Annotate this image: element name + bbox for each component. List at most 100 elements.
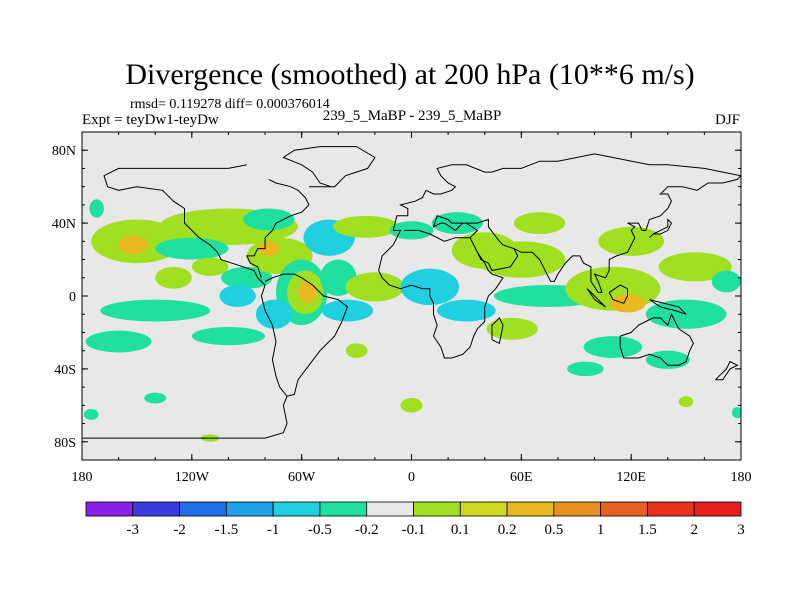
colorbar-label: -1 — [267, 522, 280, 538]
y-tick-label: 80N — [52, 144, 76, 159]
expt-text: Expt = teyDw1-teyDw — [82, 112, 219, 128]
colorbar-swatch — [272, 501, 321, 517]
colorbar-label: -0.1 — [402, 522, 426, 538]
colorbar-label: -0.2 — [355, 522, 379, 538]
contour-region-orange — [298, 281, 317, 304]
colorbar-swatch — [693, 501, 742, 517]
contour-region-yellow — [155, 266, 192, 289]
colorbar-label: 0.5 — [544, 522, 563, 538]
coastline-middle-east — [432, 215, 519, 272]
contour-region-green — [645, 350, 690, 369]
contour-region-green — [191, 326, 266, 346]
divergence-field — [82, 146, 741, 460]
contour-region-yellow — [400, 398, 423, 413]
colorbar-swatch — [132, 501, 180, 517]
coastline-eurasia-north — [392, 153, 741, 231]
x-tick-label: 180 — [731, 470, 752, 485]
case-text: 239_5_MaBP - 239_5_MaBP — [323, 108, 502, 124]
x-tick-label: 180 — [72, 470, 93, 485]
y-tick-label: 0 — [69, 290, 76, 305]
contour-region-green — [711, 270, 741, 293]
contour-region-cyan — [219, 285, 256, 307]
coastline-new-guinea — [649, 299, 687, 315]
colorbar-label: 1 — [597, 522, 605, 538]
colorbar-label: -1.5 — [214, 522, 238, 538]
contour-region-cyan — [321, 299, 374, 322]
y-tick-label: 40S — [54, 363, 76, 378]
contour-region-green — [155, 237, 229, 260]
contour-region-yellow — [345, 343, 368, 358]
x-tick-label: 120W — [175, 470, 210, 485]
contour-region-green — [85, 330, 152, 353]
season-label: DJF — [715, 112, 740, 128]
colorbar-swatch — [366, 501, 414, 517]
contour-region-green — [583, 336, 643, 358]
x-tick-label: 120E — [616, 470, 646, 485]
contour-region-green — [83, 408, 99, 420]
coastline-africa — [378, 229, 504, 359]
x-tick-label: 0 — [408, 470, 415, 485]
colorbar-swatch — [459, 501, 508, 517]
contour-region-green — [731, 407, 741, 419]
coastline-japan — [649, 218, 673, 239]
coastline-north-america-arctic — [103, 164, 247, 213]
contour-region-cyan — [400, 268, 460, 306]
contour-region-orange — [257, 241, 280, 256]
contour-region-green — [243, 208, 295, 231]
colorbar-swatch — [506, 501, 555, 517]
contour-region-orange — [609, 294, 646, 313]
y-tick-label: 40N — [52, 217, 76, 232]
coastline-greenland — [282, 146, 376, 188]
colorbar-label: 0.1 — [451, 522, 470, 538]
contour-region-yellow — [332, 215, 399, 238]
colorbar: -3 -2 -1.5 -1 -0.5 -0.2 -0.1 0.1 0.2 0.5 1 1.5 2 3 — [85, 501, 745, 538]
chart-title: Divergence (smoothed) at 200 hPa (10**6 … — [125, 58, 694, 91]
coastline-borneo — [608, 284, 628, 304]
colorbar-label: -3 — [127, 522, 140, 538]
coastline-madagascar — [491, 317, 504, 345]
colorbar-swatch — [600, 501, 648, 517]
contour-region-orange — [118, 235, 148, 255]
coastline-asia-south-east — [513, 175, 741, 293]
colorbar-label: 1.5 — [638, 522, 657, 538]
contour-region-green — [89, 199, 104, 218]
contour-region-yellow — [345, 272, 405, 302]
coastline-south-america-east — [264, 273, 348, 397]
contour-region-green — [100, 299, 211, 322]
colorbar-label: 3 — [737, 522, 745, 538]
colorbar-swatch — [413, 501, 461, 517]
colorbar-label: 0.2 — [498, 522, 517, 538]
colorbar-label: -0.5 — [308, 522, 332, 538]
contour-region-cyan — [255, 299, 293, 329]
coastline-new-zealand — [715, 360, 739, 381]
contour-region-yellow — [514, 212, 566, 235]
contour-region-yellow — [191, 257, 229, 276]
coastline-australia — [619, 312, 694, 366]
coastlines — [82, 146, 741, 460]
y-tick-label: 80S — [54, 436, 76, 451]
colorbar-swatch — [179, 501, 227, 517]
x-tick-label: 60E — [510, 470, 533, 485]
contour-region-green — [567, 361, 604, 377]
colorbar-label: 2 — [690, 522, 698, 538]
colorbar-swatch — [225, 501, 274, 517]
colorbar-swatch — [85, 501, 134, 517]
colorbar-swatch — [553, 501, 602, 517]
colorbar-label: -2 — [173, 522, 186, 538]
contour-region-yellow — [598, 226, 665, 256]
coastline-north-america-east — [245, 178, 310, 278]
colorbar-swatch — [319, 501, 368, 517]
x-tick-label: 60W — [288, 470, 316, 485]
contour-region-yellow — [678, 396, 694, 408]
plot-area: 180 120W 60W 0 60E 120E 180 80N 40N 0 40S 80S — [52, 131, 752, 485]
contour-region-yellow — [658, 252, 732, 282]
coastline-sumatra — [586, 288, 606, 308]
coastline-americas-west — [82, 212, 288, 439]
contour-region-green — [144, 392, 167, 404]
stats-text: rmsd= 0.119278 diff= 0.000376014 — [130, 97, 330, 112]
contour-region-yellow — [486, 317, 538, 340]
contour-region-cyan — [437, 299, 496, 322]
colorbar-swatch — [647, 501, 695, 517]
